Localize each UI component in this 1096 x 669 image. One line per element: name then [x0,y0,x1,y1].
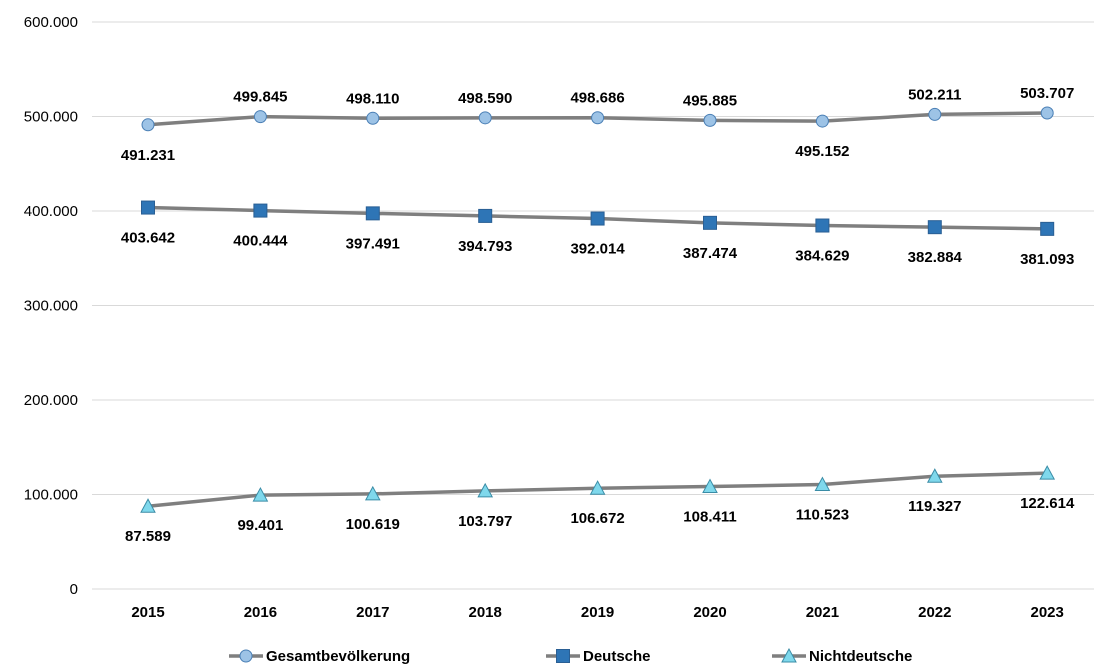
y-tick-label: 100.000 [24,487,78,504]
data-point [365,206,380,221]
x-tick-label: 2015 [131,604,164,621]
data-point [141,118,155,132]
legend-item: Deutsche [546,648,651,665]
series-gesamtbev-lkerung [141,106,1054,132]
legend-label: Deutsche [583,648,651,665]
data-point [140,498,156,513]
x-tick-label: 2016 [244,604,277,621]
data-point [141,200,155,215]
data-label: 397.491 [346,235,400,252]
legend-item: Gesamtbevölkerung [229,648,410,665]
data-label: 392.014 [570,241,625,258]
legend-marker [239,649,253,663]
data-point [252,487,269,502]
data-label: 103.797 [458,513,512,530]
legend-marker [556,649,570,663]
data-label: 403.642 [121,230,175,247]
data-label: 491.231 [121,147,175,164]
data-label: 87.589 [125,528,171,545]
data-label: 99.401 [237,517,283,534]
data-label: 495.885 [683,92,737,109]
data-label: 381.093 [1020,251,1074,268]
data-labels: 491.231 499.845 498.110 498.590 498.686 495.8… [121,85,1075,545]
data-point [703,113,717,127]
y-tick-label: 200.000 [24,392,78,409]
data-point [1039,465,1056,480]
x-tick-label: 2022 [918,604,951,621]
data-label: 499.845 [233,89,287,106]
legend-item: Nichtdeutsche [772,647,912,665]
y-tick-label: 0 [70,581,78,598]
data-label: 122.614 [1020,495,1075,512]
data-label: 400.444 [233,233,288,250]
x-tick-label: 2021 [806,604,839,621]
legend: Gesamtbevölkerung Deutsche Nichtdeutsche [229,647,912,665]
data-point [253,203,268,218]
data-point [253,110,267,124]
y-tick-label: 600.000 [24,14,78,31]
legend-marker [781,647,797,663]
x-tick-label: 2017 [356,604,389,621]
y-tick-label: 400.000 [24,203,78,220]
data-label: 502.211 [908,86,961,103]
data-point [589,480,606,495]
data-label: 387.474 [683,245,738,262]
data-label: 394.793 [458,238,512,255]
data-point [702,478,718,494]
data-point [366,111,380,125]
series-nichtdeutsche [140,465,1056,513]
x-tick-label: 2019 [581,604,614,621]
x-tick-label: 2020 [693,604,726,621]
data-point [928,107,942,121]
x-axis: 2015 2016 2017 2018 2019 2020 2021 2022 2023 [92,588,1094,621]
data-point [478,111,492,125]
series-layer [140,106,1056,513]
legend-label: Gesamtbevölkerung [266,648,410,665]
data-point [477,482,494,498]
data-label: 384.629 [795,248,849,265]
y-tick-label: 500.000 [24,109,78,126]
data-label: 498.590 [458,90,512,107]
x-tick-label: 2018 [469,604,502,621]
data-point [1040,221,1055,236]
data-label: 100.619 [346,516,400,533]
data-label: 495.152 [795,143,849,160]
data-point [927,220,942,235]
data-point [703,215,717,230]
data-point [478,208,493,223]
data-point [364,485,381,501]
data-point [591,111,605,125]
y-tick-label: 300.000 [24,298,78,315]
legend-label: Nichtdeutsche [809,648,912,665]
data-point [814,476,831,492]
data-label: 108.411 [683,509,736,526]
data-point [926,468,943,483]
data-label: 119.327 [908,498,961,515]
data-label: 503.707 [1020,85,1074,102]
data-point [590,211,605,226]
series-deutsche [141,200,1055,236]
data-label: 498.110 [346,90,399,107]
data-label: 110.523 [796,507,849,524]
x-tick-label: 2023 [1031,604,1064,621]
y-axis-tick-labels: 0 100.000 200.000 300.000 400.000 500.000 600.… [24,14,78,598]
data-label: 106.672 [570,510,624,527]
data-label: 498.686 [570,90,624,107]
data-label: 382.884 [908,249,963,266]
data-point [1040,106,1054,120]
data-point [815,218,830,233]
data-point [815,114,829,128]
